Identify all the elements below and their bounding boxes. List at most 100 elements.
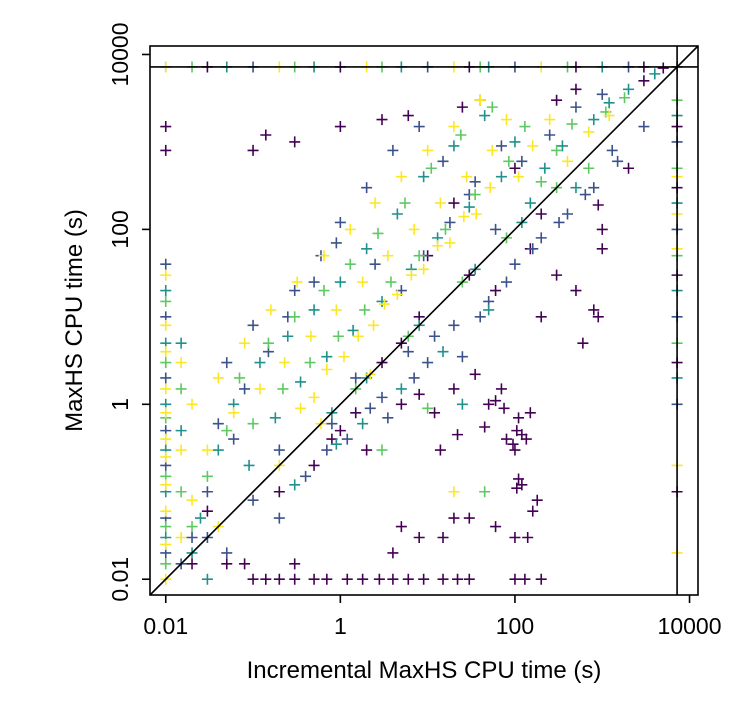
data-point [422, 357, 434, 369]
data-point [434, 444, 446, 456]
data-point [520, 433, 532, 445]
data-point [212, 372, 224, 384]
data-point [160, 269, 172, 281]
data-point [596, 223, 608, 235]
data-point [484, 182, 496, 194]
data-point [456, 351, 468, 363]
data-point [361, 243, 373, 255]
data-point [577, 337, 589, 349]
data-point [221, 357, 233, 369]
data-point [175, 383, 187, 395]
data-point [596, 243, 608, 255]
data-point [500, 433, 512, 445]
data-point [527, 140, 539, 152]
data-point [212, 444, 224, 456]
data-point [160, 558, 172, 570]
data-point [175, 531, 187, 543]
data-point [486, 101, 498, 113]
data-point [469, 189, 481, 201]
data-point [551, 94, 563, 106]
data-point [160, 383, 172, 395]
data-point [551, 144, 563, 156]
data-point [469, 176, 481, 188]
data-point [372, 227, 384, 239]
data-point [649, 68, 661, 80]
x-tick-label: 1 [334, 613, 347, 639]
data-point [260, 573, 272, 585]
data-point [395, 383, 407, 395]
data-point [330, 237, 342, 249]
data-point [175, 486, 187, 498]
data-point [332, 330, 344, 342]
data-point [448, 140, 460, 152]
data-point [239, 383, 251, 395]
data-point [382, 412, 394, 424]
data-point [201, 505, 213, 517]
data-point [513, 412, 525, 424]
data-point [570, 182, 582, 194]
data-point [495, 171, 507, 183]
data-point [341, 433, 353, 445]
data-point [295, 402, 307, 414]
data-point [277, 383, 289, 395]
data-point [458, 211, 470, 223]
data-point [330, 438, 342, 450]
data-point [657, 62, 669, 74]
data-point [612, 155, 624, 167]
data-point [247, 319, 259, 331]
data-point [531, 494, 543, 506]
y-axis: 0.01 1 100 10000 [107, 22, 150, 602]
data-point [239, 558, 251, 570]
data-point [361, 182, 373, 194]
data-point [160, 144, 172, 156]
data-point [344, 258, 356, 270]
data-point [490, 395, 502, 407]
data-point [579, 189, 591, 201]
data-point [357, 418, 369, 430]
data-point [334, 425, 346, 437]
data-point [513, 171, 525, 183]
data-point [638, 75, 650, 87]
data-point [387, 547, 399, 559]
data-point [456, 101, 468, 113]
data-point [524, 197, 536, 209]
data-point [522, 531, 534, 543]
data-point [376, 444, 388, 456]
data-point [376, 295, 388, 307]
data-point [483, 304, 495, 316]
data-point [535, 311, 547, 323]
data-point [588, 182, 600, 194]
data-point [437, 346, 449, 358]
data-point [479, 486, 491, 498]
data-point [570, 83, 582, 95]
data-point [448, 197, 460, 209]
data-point [186, 558, 198, 570]
data-point [596, 88, 608, 100]
data-point [318, 285, 330, 297]
data-point [228, 407, 240, 419]
data-point [321, 364, 333, 376]
data-point [289, 311, 301, 323]
data-point [463, 201, 475, 213]
data-point [175, 444, 187, 456]
data-point [535, 176, 547, 188]
data-point [201, 486, 213, 498]
data-point [452, 573, 464, 585]
data-point [490, 521, 502, 533]
data-point [391, 289, 403, 301]
data-point [160, 433, 172, 445]
data-point [308, 459, 320, 471]
data-point [289, 558, 301, 570]
data-point [553, 216, 565, 228]
data-point [592, 199, 604, 211]
data-point [160, 258, 172, 270]
data-point [448, 486, 460, 498]
data-point [357, 276, 369, 288]
data-point [422, 144, 434, 156]
y-tick-label: 10000 [107, 22, 133, 86]
data-point [509, 444, 521, 456]
data-point [418, 573, 430, 585]
data-point [160, 346, 172, 358]
data-point [395, 521, 407, 533]
